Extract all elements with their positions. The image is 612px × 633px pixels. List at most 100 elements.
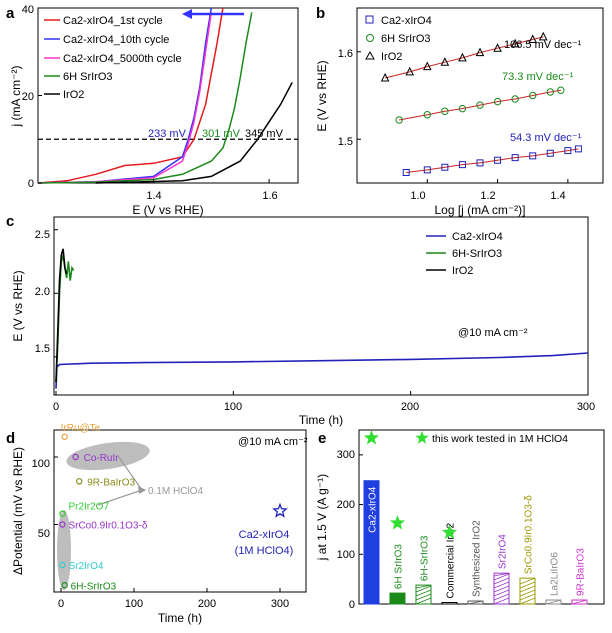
point-b-0-0	[380, 72, 390, 82]
panel-e-letter: e	[318, 430, 326, 447]
d-xtick-1: 0	[58, 598, 64, 610]
star-e-1	[389, 515, 406, 530]
panel-b-letter: b	[316, 5, 325, 22]
point-b-0-7	[510, 38, 520, 48]
legend-a-3-label: Ca2-xIrO4_5000th cycle	[63, 53, 182, 65]
group-oval-left	[57, 510, 71, 590]
bar-e-2	[415, 584, 432, 605]
d-arrow-head	[138, 486, 146, 494]
point-b-0-4	[458, 52, 467, 62]
panel-b-plot	[357, 31, 582, 183]
hatch-e-4-604	[467, 600, 484, 605]
point-b-2-7	[529, 152, 537, 160]
c-ytick-3: 2.5	[35, 229, 50, 241]
a-ytick-2: 20	[22, 91, 34, 103]
bar-label-e-4: Synthesized IrO2	[472, 520, 483, 597]
point-d-0	[61, 433, 68, 440]
c-xtick-3: 200	[401, 401, 419, 413]
point-b-2-5	[494, 156, 502, 164]
point-b-2-3	[458, 161, 466, 169]
series-a-4	[95, 82, 293, 184]
d-arrow-2	[97, 489, 143, 506]
point-d-1	[72, 453, 79, 461]
point-d-6	[61, 582, 68, 589]
label-d-2: 9R-BaIrO3	[87, 477, 135, 488]
bar-label-e-8: 9R-BaIrO3	[576, 548, 587, 596]
legend-a-1-label: Ca2-xIrO4_1st cycle	[63, 15, 163, 27]
b-xtick-2: 1.2	[480, 190, 495, 202]
bar-label-e-2: 6H-SrIrO3	[420, 535, 431, 581]
d-xtick-2: 100	[125, 598, 143, 610]
panel-c-plot	[54, 229, 589, 395]
hatch-e-5-596	[493, 589, 510, 597]
b-xtick-3: 1.4	[550, 190, 565, 202]
e-ytick-3: 200	[337, 499, 355, 511]
point-b-1-9	[557, 86, 565, 94]
bar-label-e-3: Commercial IrO2	[446, 523, 457, 599]
point-d-4	[59, 521, 66, 528]
hatch-e-6-604	[519, 597, 536, 605]
bar-e-8	[571, 599, 588, 605]
label-d-1: Co-RuIr	[84, 453, 120, 464]
label-d-0: IrRu@Te	[61, 423, 101, 434]
bar-e-4	[467, 600, 484, 605]
series-a-2	[37, 12, 213, 184]
e-ytick-4: 300	[337, 449, 355, 461]
legend-b-1-label: Ca2-xIrO4	[381, 15, 432, 27]
b-ylabel: E (V vs RHE)	[315, 60, 329, 131]
legend-a-4-label: 6H SrIrO3	[63, 71, 113, 83]
legend-b-3-label: IrO2	[381, 51, 402, 63]
fit-line-b-0	[384, 36, 544, 79]
point-b-1-2	[441, 107, 449, 115]
b-annotation-srio3: 73.3 mV dec⁻¹	[502, 71, 574, 83]
point-b-2-0	[402, 169, 410, 176]
point-b-2-8	[546, 149, 554, 157]
panel-c-letter: c	[6, 213, 14, 230]
point-b-0-3	[440, 57, 450, 66]
bar-label-e-6: SrCo0.9Ir0.1O3-δ	[524, 495, 535, 574]
e-ytick-2: 100	[337, 549, 355, 561]
bar-e-0	[363, 480, 380, 605]
c-ytick-1: 1.5	[35, 343, 50, 355]
panel-c: c Ca2-xIrO4 6H-SrIrO3 IrO2 @10 mA cm⁻² 0…	[6, 213, 595, 427]
bar-e-1	[389, 592, 406, 605]
hatch-e-5-604	[493, 597, 510, 605]
hatch-e-6-592	[519, 585, 536, 593]
a-xtick-2: 1.6	[262, 190, 277, 202]
a-ylabel: j (mA cm⁻²)	[9, 66, 23, 128]
c-ylabel: E (V vs RHE)	[11, 270, 25, 341]
legend-b-2-label: 6H SrIrO3	[381, 33, 431, 45]
c-xtick-4: 300	[577, 401, 595, 413]
panel-d-frame	[53, 429, 307, 593]
point-b-2-4	[476, 159, 484, 167]
hatch-e-6-596	[519, 589, 536, 597]
c-xtick-2: 100	[224, 401, 242, 413]
a-xlabel: E (V vs RHE)	[132, 203, 203, 217]
a-ytick-1: 0	[28, 178, 34, 190]
panel-b-frame	[356, 7, 604, 184]
hatch-e-2-604	[415, 597, 432, 605]
hatch-e-5-580	[493, 573, 510, 581]
point-b-0-8	[528, 34, 538, 43]
label-d-4: SrCo0.9Ir0.1O3-δ	[68, 521, 147, 532]
hatch-e-5-576	[493, 572, 510, 577]
point-b-2-9	[564, 147, 572, 155]
bar-e-6	[519, 577, 536, 605]
hatch-e-2-588	[415, 584, 432, 589]
c-annotation: @10 mA cm⁻²	[458, 327, 528, 339]
panel-e-plot: Ca2-xIrO4 6H SrIrO3 6H-SrIrO3 Commercial Ir…	[359, 430, 588, 605]
bar-e-5	[493, 572, 510, 605]
series-a-3	[37, 12, 253, 184]
d-acid-label: 0.1M HClO4	[148, 486, 203, 497]
panel-d: d 0.1M HClO4 IrRu@Te Co-RuIr 9R-BaIrO3 Pr2I…	[6, 423, 308, 625]
panel-a: a Ca2-xIrO4_1st cycle Ca2-xIrO4_10th cyc…	[6, 4, 299, 217]
legend-e-star	[415, 431, 429, 444]
point-b-0-1	[405, 66, 415, 76]
point-b-1-6	[511, 95, 519, 103]
d-xtick-3: 200	[198, 598, 216, 610]
b-ytick-2: 1.6	[338, 48, 353, 60]
d-ytick-1: 50	[38, 528, 50, 540]
panel-a-plot	[37, 7, 298, 184]
legend-a-5-label: IrO2	[63, 89, 84, 101]
